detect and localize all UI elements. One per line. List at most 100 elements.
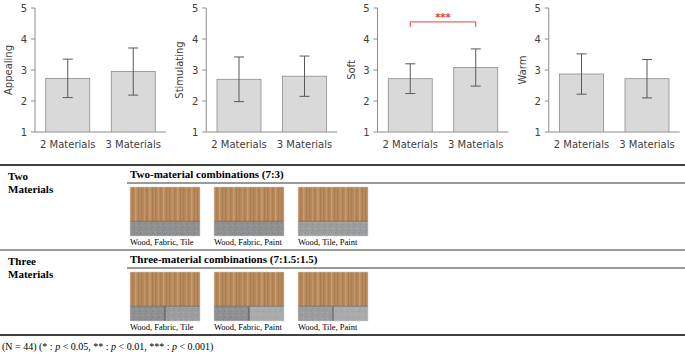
swatch-bottom [333,306,368,321]
error-cap [577,94,587,95]
error-bar [642,59,652,97]
swatch-top [298,272,368,306]
swatch [214,272,284,321]
y-tick [374,132,378,133]
swatch-divider [333,306,334,321]
swatch-bottom [298,221,368,236]
y-tick-label: 2 [363,96,369,107]
x-tick-label: 3 Materials [106,139,161,150]
y-tick-label: 1 [534,127,540,138]
swatch [298,187,368,236]
y-tick-label: 3 [192,65,198,76]
error-cap [63,59,73,60]
chart: 12345Warm2 Materials3 Materials [517,3,680,150]
swatch-bottom [214,221,284,236]
swatch-divider [130,221,200,222]
swatch-bottom [130,306,165,321]
y-tick-label: 5 [192,3,198,14]
row-heading: Three-material combinations (7:1.5:1.5) [130,253,318,266]
row-label: ThreeMaterials [8,255,54,280]
y-tick-label: 3 [21,65,27,76]
error-line [647,59,648,97]
y-tick-label: 3 [534,65,540,76]
y-tick [202,101,206,102]
note: (N = 44) (* : p < 0.05, ** : p < 0.01, *… [2,341,213,353]
swatch-top [298,187,368,221]
swatch-divider [214,221,284,222]
chart: 12345Stimulating2 Materials3 Materials [174,3,337,150]
swatch [130,187,200,236]
chart: 12345Soft2 Materials3 Materials*** [346,3,509,150]
y-tick [202,70,206,71]
x-tick-label: 3 Materials [277,139,332,150]
error-line [67,59,68,97]
error-cap [128,95,138,96]
swatch-caption: Wood, Fabric, Paint [214,237,282,247]
y-tick-label: 5 [363,3,369,14]
table: TwoMaterialsTwo-material combinations (7… [0,165,685,335]
swatch-divider [298,306,368,307]
x-tick-label: 3 Materials [448,139,503,150]
swatch-caption: Wood, Tile, Paint [298,237,358,247]
swatch [298,272,368,321]
swatch-frame [214,272,284,321]
swatch-top [214,187,284,221]
swatch-frame [214,187,284,236]
error-line [304,56,305,96]
swatch-bottom [165,306,200,321]
swatch-caption: Wood, Tile, Paint [298,322,358,332]
swatch-caption: Wood, Fabric, Paint [214,322,282,332]
figure: 12345Appealing2 Materials3 Materials1234… [0,0,685,356]
swatch-top [130,272,200,306]
y-tick [374,8,378,9]
x-tick-label: 2 Materials [211,139,266,150]
y-axis-label: Warm [517,55,528,84]
error-bar [128,48,138,95]
error-cap [234,56,244,57]
error-cap [471,48,481,49]
y-tick [545,39,549,40]
row-label-line: Two [8,170,28,182]
swatch-divider [130,306,200,307]
error-bar [63,59,73,97]
error-cap [300,56,310,57]
row-label-line: Materials [8,183,54,195]
marks [217,56,327,132]
error-cap [471,86,481,87]
y-tick-label: 1 [192,127,198,138]
y-tick-label: 2 [21,96,27,107]
error-bar [471,49,481,86]
row-label: TwoMaterials [8,170,54,195]
note-part: (N = 44) (* : [2,341,55,353]
error-cap [577,53,587,54]
swatch-top [214,272,284,306]
error-cap [234,101,244,102]
swatch [214,187,284,236]
y-tick-label: 2 [534,96,540,107]
y-tick-label: 2 [192,96,198,107]
y-tick [545,132,549,133]
error-cap [405,93,415,94]
error-cap [63,97,73,98]
significance-label: *** [435,12,451,23]
y-tick [545,70,549,71]
error-bar [300,56,310,96]
swatch-bottom [298,306,333,321]
y-tick-label: 5 [534,3,540,14]
note-part: < 0.05, ** : [60,341,111,352]
swatch-bottom [130,221,200,236]
error-cap [128,47,138,48]
x-tick-label: 3 Materials [619,139,674,150]
swatch-caption: Wood, Fabric, Tile [130,237,194,247]
marks [46,48,156,132]
swatch-divider [298,221,368,222]
y-tick [202,132,206,133]
y-tick [374,101,378,102]
y-tick [31,132,35,133]
swatch-bottom [214,306,249,321]
rule [0,334,685,336]
error-line [239,57,240,102]
rule [0,164,685,166]
y-axis-label: Stimulating [174,41,185,98]
y-tick-label: 3 [363,65,369,76]
